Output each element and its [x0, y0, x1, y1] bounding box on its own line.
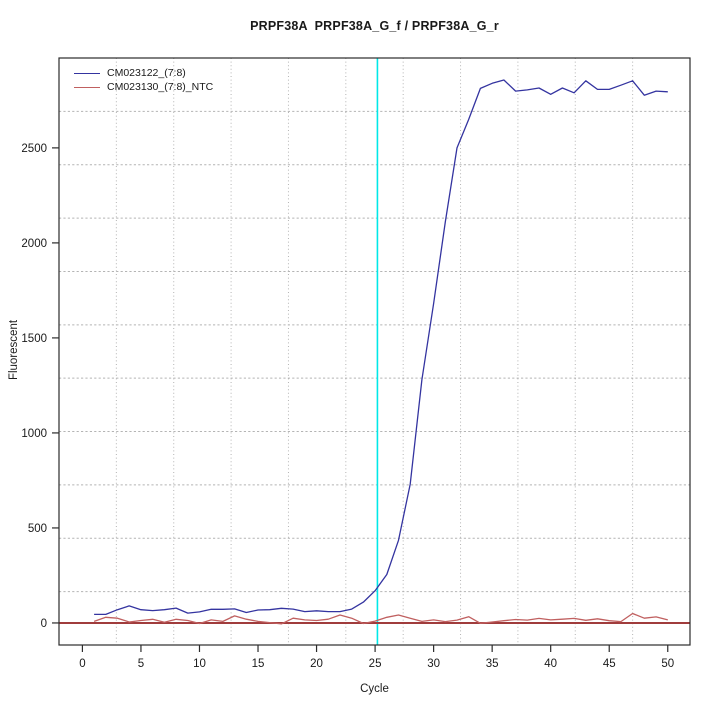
x-axis-tick-label: 25: [369, 658, 382, 670]
legend-item-ntc: CM023130_(7:8)_NTC: [74, 80, 213, 94]
x-axis-tick-label: 20: [310, 658, 323, 670]
x-axis-tick-label: 5: [138, 658, 144, 670]
legend: CM023122_(7:8) CM023130_(7:8)_NTC: [74, 66, 213, 94]
x-axis-tick-label: 30: [427, 658, 440, 670]
plot-border: [58, 57, 691, 646]
legend-item-sample: CM023122_(7:8): [74, 66, 213, 80]
sample-line-swatch: [74, 72, 100, 74]
x-axis-tick-label: 0: [79, 658, 85, 670]
y-axis-tick-label: 500: [28, 523, 47, 535]
y-axis-tick-label: 2000: [21, 238, 47, 250]
x-axis-tick-label: 15: [252, 658, 265, 670]
y-axis-tick-label: 1500: [21, 333, 47, 345]
x-axis-tick-label: 45: [603, 658, 616, 670]
x-axis-tick-label: 35: [486, 658, 499, 670]
ntc-line-swatch: [74, 86, 100, 88]
legend-label-ntc: CM023130_(7:8)_NTC: [107, 81, 214, 93]
x-axis-tick-label: 40: [544, 658, 557, 670]
x-axis-tick-label: 10: [193, 658, 206, 670]
legend-label-sample: CM023122_(7:8): [107, 67, 186, 79]
series-line-sample: [94, 79, 668, 616]
y-axis-tick-label: 0: [41, 618, 47, 630]
y-axis-tick-label: 1000: [21, 428, 47, 440]
y-axis-title: Fluorescent: [8, 319, 20, 381]
x-axis-tick-label: 50: [661, 658, 674, 670]
series-line-ntc: [93, 612, 668, 625]
y-axis-tick-label: 2500: [21, 143, 47, 155]
x-axis-title: Cycle: [360, 683, 389, 695]
chart-title: PRPF38A PRPF38A_G_f / PRPF38A_G_r: [250, 19, 499, 33]
